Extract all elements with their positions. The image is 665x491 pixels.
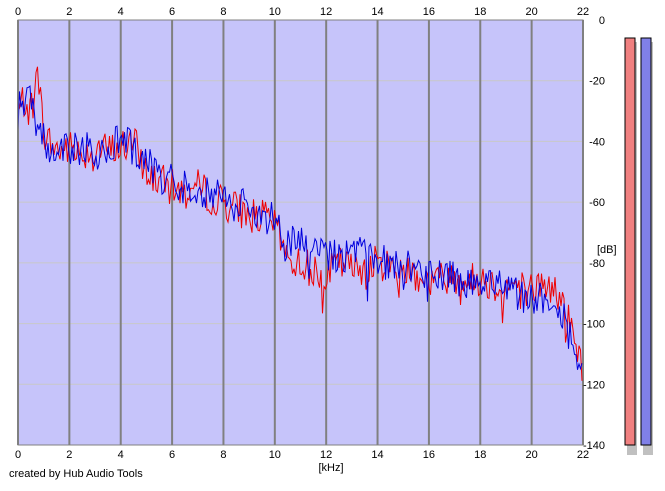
- x-tick-label: 16: [423, 6, 435, 18]
- x-tick-label: 16: [423, 449, 435, 461]
- level-meters: [624, 37, 653, 455]
- x-tick-label: 14: [371, 6, 383, 18]
- left-level-meter: [624, 37, 636, 446]
- right-level-meter: [640, 37, 652, 446]
- x-tick-label: 6: [169, 449, 175, 461]
- x-tick-label: 14: [371, 449, 383, 461]
- left-channel-line: [17, 66, 583, 381]
- x-tick-label: 18: [474, 449, 486, 461]
- y-tick-label: 0: [599, 15, 605, 27]
- plot-border: [17, 19, 584, 446]
- x-tick-label: 12: [320, 449, 332, 461]
- x-tick-label: 0: [15, 6, 21, 18]
- x-tick-label: 12: [320, 6, 332, 18]
- x-tick-label: 20: [526, 6, 538, 18]
- x-tick-label: 0: [15, 449, 21, 461]
- x-tick-label: 10: [269, 449, 281, 461]
- series-layer: [17, 66, 583, 381]
- x-tick-label: 4: [118, 6, 124, 18]
- y-tick-label: -60: [589, 197, 605, 209]
- plot-area: [18, 20, 583, 445]
- grid: [17, 19, 584, 446]
- x-tick-label: 8: [220, 6, 226, 18]
- y-tick-label: -20: [589, 76, 605, 88]
- y-tick-label: -140: [583, 440, 605, 452]
- x-tick-labels-bottom: 0 2 4 6 8 10 12 14 16 18 20 22: [15, 449, 589, 461]
- y-tick-label: -40: [589, 136, 605, 148]
- x-tick-label: 4: [118, 449, 124, 461]
- x-tick-labels-top: 0 2 4 6 8 10 12 14 16 18 20 22: [15, 6, 589, 18]
- x-tick-label: 2: [66, 6, 72, 18]
- x-tick-label: 20: [526, 449, 538, 461]
- y-tick-label: -80: [589, 258, 605, 270]
- x-tick-label: 6: [169, 6, 175, 18]
- x-tick-label: 8: [220, 449, 226, 461]
- y-tick-label: -120: [583, 379, 605, 391]
- y-axis-label: [dB]: [597, 244, 617, 256]
- x-tick-label: 18: [474, 6, 486, 18]
- credit-text: created by Hub Audio Tools: [9, 468, 143, 480]
- x-axis-label: [kHz]: [318, 462, 343, 474]
- y-tick-label: -100: [583, 319, 605, 331]
- x-tick-label: 22: [577, 449, 589, 461]
- x-tick-label: 22: [577, 6, 589, 18]
- x-tick-label: 10: [269, 6, 281, 18]
- x-tick-label: 2: [66, 449, 72, 461]
- y-tick-labels: 0 -20 -40 -60 -80 -100 -120 -140: [583, 15, 605, 452]
- right-channel-line: [17, 85, 583, 371]
